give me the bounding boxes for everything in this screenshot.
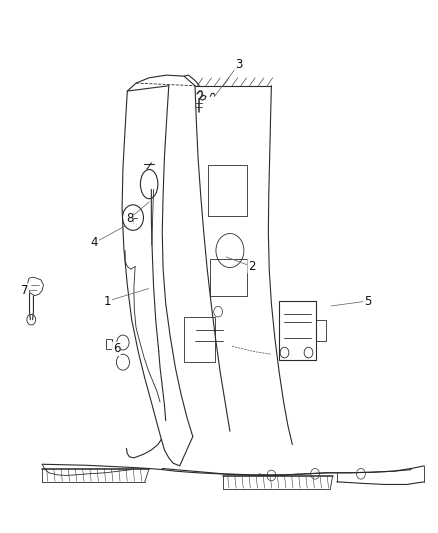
Text: 8: 8 xyxy=(126,212,133,225)
Bar xyxy=(210,259,247,296)
Bar xyxy=(279,301,316,360)
Text: 1: 1 xyxy=(104,295,111,308)
Text: 7: 7 xyxy=(21,284,28,297)
Text: 5: 5 xyxy=(364,295,371,308)
Text: 6: 6 xyxy=(113,342,120,356)
Bar xyxy=(106,340,112,349)
Text: 4: 4 xyxy=(91,236,98,249)
Bar xyxy=(184,317,215,362)
Text: 3: 3 xyxy=(235,58,242,71)
Bar xyxy=(208,165,247,216)
Text: 2: 2 xyxy=(248,260,255,273)
